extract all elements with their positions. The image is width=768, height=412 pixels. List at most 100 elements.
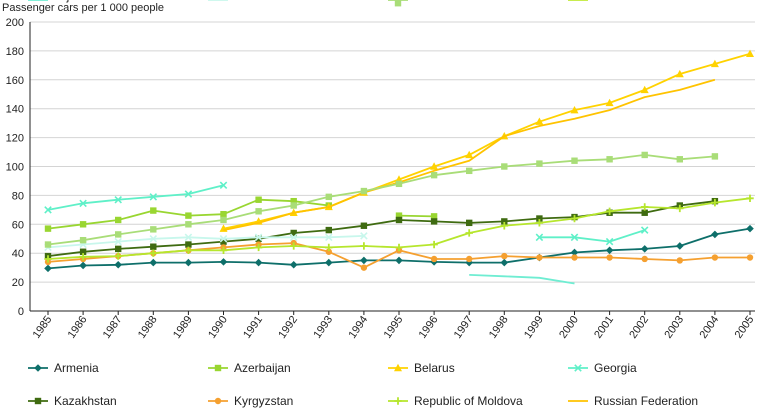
series-group [44,49,754,285]
data-point [676,204,684,213]
data-point [185,241,192,248]
data-point [325,193,332,201]
y-tick-label: 20 [12,277,24,289]
data-point [430,218,438,225]
data-point [220,210,227,218]
legend-label: Republic of Moldova [414,394,523,408]
data-point [676,156,683,163]
legend-marker [34,397,42,405]
data-point [44,225,52,232]
y-tick-label: 60 [12,219,24,231]
legend-label: Kyrgyzstan [234,394,293,408]
data-point [501,252,508,260]
x-tick-label: 1992 [276,314,300,341]
data-point [395,212,403,219]
data-point [149,234,158,243]
data-point [325,248,332,255]
legend-item: Russian Federation [568,394,698,408]
data-point [536,254,543,261]
data-point [360,232,368,240]
data-point [466,255,473,263]
x-tick-label: 1986 [66,314,90,341]
data-point [605,207,614,215]
data-point [289,233,298,242]
x-tick-label: 1995 [382,314,406,341]
y-tick-label: 180 [6,46,24,58]
data-point [466,167,473,175]
data-point [711,254,719,261]
data-point [254,233,263,242]
data-point [746,254,754,261]
legend-item: Armenia [28,361,99,375]
data-point [290,202,297,209]
x-tick-label: 1996 [417,314,441,341]
x-tick-label: 1990 [206,314,230,341]
y-tick-label: 0 [18,306,24,318]
legend-marker [574,364,582,372]
data-point [535,117,544,125]
x-tick-label: 1994 [346,314,370,341]
data-point [184,190,193,198]
legend-marker [214,364,222,372]
grid-lines [30,21,755,312]
legend-item: Ukraine [388,0,456,7]
y-tick-label: 80 [12,190,24,202]
data-point [44,241,52,248]
series-ukraine [44,151,719,248]
legend: Armenia Azerbaijan Belarus Georgia Kazakhsta… [28,0,698,408]
legend-item: Kazakhstan [28,394,117,408]
legend-marker [214,397,222,405]
legend-label: Belarus [414,361,455,375]
x-tick-label: 1987 [101,314,125,341]
y-tick-label: 40 [12,248,24,260]
legend-label: Turkmenistan [234,0,306,3]
data-point [79,253,87,261]
legend-label: Uzbekistan [594,0,653,3]
data-point [570,105,579,114]
legend-item: Republic of Moldova [388,394,523,408]
y-tick-label: 100 [6,162,24,174]
series-russian-federation [223,78,716,231]
data-point [571,254,578,261]
data-point [570,248,579,257]
legend-label: Georgia [594,361,637,375]
x-tick-label: 1997 [452,314,476,341]
data-point [500,258,509,267]
data-point [676,257,683,264]
x-tick-label: 1998 [487,314,511,341]
series-line [47,184,645,243]
legend-item: Azerbaijan [208,361,291,375]
data-point [360,187,368,195]
x-tick-label: 1988 [136,314,160,341]
data-point [360,256,368,265]
data-point [606,254,613,261]
data-point [571,157,578,164]
data-point [746,224,754,233]
series-republic-of-moldova [44,194,754,263]
data-point [710,59,719,68]
data-point [606,156,613,163]
data-point [395,180,403,188]
data-point [570,233,579,242]
x-tick-label: 2000 [557,314,581,341]
data-point [641,203,649,211]
legend-label: Russian Federation [594,394,698,408]
data-point [325,233,333,242]
data-point [675,69,684,78]
data-point [79,199,87,208]
data-point [184,246,193,255]
data-point [536,215,543,222]
data-point [641,151,648,159]
data-point [746,49,754,57]
data-point [290,242,298,250]
data-point [430,240,438,249]
x-tick-label: 1989 [171,314,195,341]
data-point [219,258,228,266]
x-tick-label: 1999 [522,314,546,341]
data-point [184,258,193,267]
x-tick-label: 1991 [241,314,265,341]
legend-label: Azerbaijan [234,361,291,375]
data-point [114,237,122,246]
legend-marker [394,0,402,7]
